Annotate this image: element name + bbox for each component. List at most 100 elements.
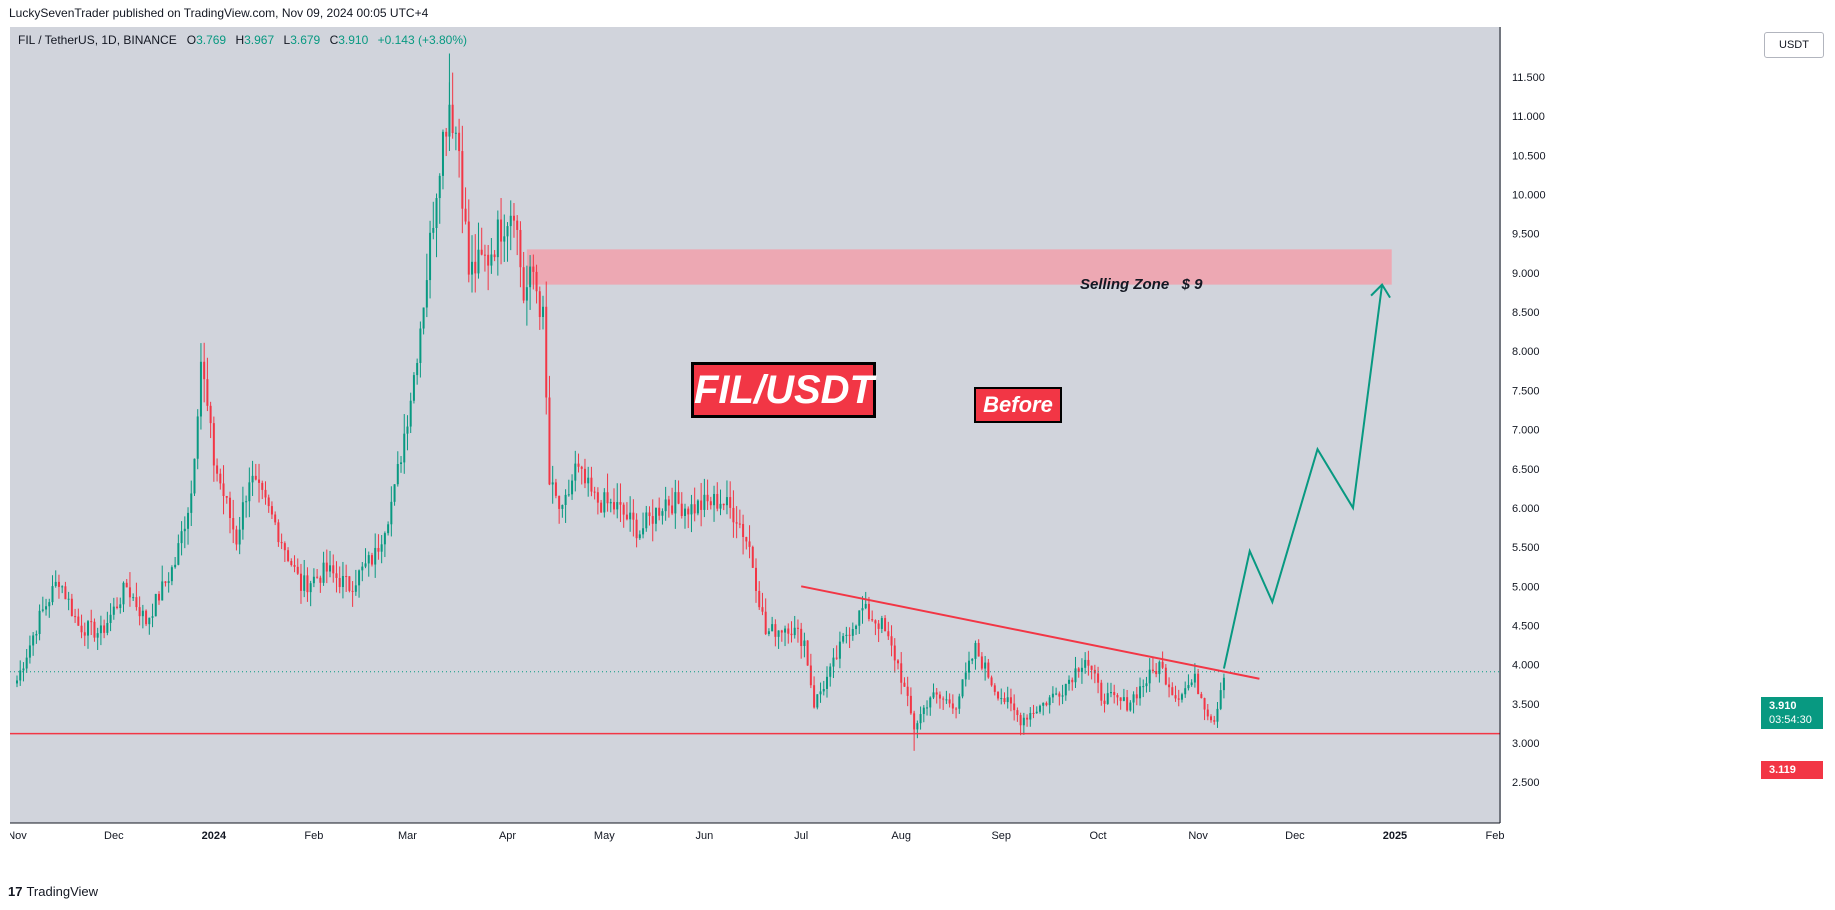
candle-body	[967, 660, 970, 673]
candle-body	[222, 483, 225, 496]
candle-body	[638, 534, 641, 539]
candle-body	[41, 609, 44, 611]
candle-body	[961, 679, 964, 697]
chart-pane[interactable]: 2.500 3.000 3.500 4.000 4.500 5.000 5.500 6.000…	[10, 27, 1760, 847]
candle-body	[1109, 692, 1112, 694]
candle-body	[713, 493, 716, 506]
price-tick-label: 6.000	[1512, 503, 1540, 515]
candle-body	[680, 503, 683, 516]
projection-path	[1222, 284, 1384, 669]
candle-body	[1087, 659, 1090, 666]
candle-body	[500, 219, 503, 242]
candle-body	[112, 606, 115, 615]
candle-body	[99, 625, 102, 634]
candle-body	[1106, 693, 1109, 704]
candle-body	[987, 662, 990, 678]
selling-zone-label: Selling Zone $ 9	[1080, 276, 1203, 293]
candle-body	[1222, 677, 1225, 691]
candle-body	[438, 175, 441, 199]
candle-body	[1090, 665, 1093, 670]
time-tick-label: May	[594, 830, 615, 842]
candle-body	[219, 473, 222, 484]
candle-body	[703, 494, 706, 510]
candle-body	[1009, 697, 1012, 704]
price-tick-label: 5.000	[1512, 581, 1540, 593]
candle-body	[577, 463, 580, 467]
candle-body	[122, 582, 125, 605]
candle-body	[838, 641, 841, 659]
candle-body	[645, 512, 648, 529]
current-price-tag: 3.910 03:54:30	[1761, 697, 1823, 729]
candle-body	[590, 477, 593, 492]
candle-body	[664, 499, 667, 512]
candle-body	[822, 688, 825, 692]
candle-body	[984, 662, 987, 669]
price-tick-label: 9.000	[1512, 268, 1540, 280]
candle-body	[1126, 697, 1129, 711]
candle-body	[93, 621, 96, 638]
candle-body	[80, 625, 83, 633]
candle-body	[174, 564, 177, 568]
candle-body	[926, 707, 929, 709]
candle-body	[919, 714, 922, 724]
candle-body	[70, 598, 73, 617]
candle-body	[554, 482, 557, 496]
candle-body	[119, 604, 122, 609]
candle-body	[1080, 667, 1083, 673]
time-axis-bg	[10, 823, 1760, 847]
candle-body	[754, 567, 758, 591]
candle-body	[299, 573, 302, 591]
candle-body	[270, 506, 273, 515]
candle-body	[425, 280, 428, 308]
support-price-tag: 3.119	[1761, 761, 1823, 779]
candle-body	[445, 131, 448, 137]
time-tick-label: Jul	[794, 830, 808, 842]
candle-body	[874, 620, 877, 624]
candle-body	[993, 685, 996, 692]
price-tick-label: 8.000	[1512, 346, 1540, 358]
candle-body	[1184, 688, 1187, 695]
candle-body	[512, 215, 515, 221]
candle-body	[325, 562, 328, 572]
candle-body	[616, 502, 619, 510]
candle-body	[1064, 683, 1067, 696]
price-tick-label: 11.000	[1512, 111, 1545, 123]
candle-body	[861, 608, 864, 611]
candle-body	[187, 512, 190, 529]
price-tick-label: 11.500	[1512, 72, 1545, 84]
candle-body	[293, 564, 296, 567]
candle-body	[516, 220, 519, 230]
candle-body	[151, 616, 154, 618]
candle-body	[813, 685, 816, 708]
candle-body	[280, 542, 283, 544]
candle-body	[464, 208, 467, 222]
footer-branding[interactable]: 17 TradingView	[8, 884, 98, 899]
time-tick-label: Nov	[1188, 830, 1208, 842]
time-tick-label: Dec	[104, 830, 124, 842]
candle-body	[1071, 679, 1074, 683]
candle-body	[1174, 695, 1177, 699]
price-chart[interactable]: 2.500 3.000 3.500 4.000 4.500 5.000 5.500 6.000…	[10, 27, 1760, 847]
time-tick-label: 2025	[1383, 830, 1407, 842]
candle-body	[154, 593, 157, 617]
candle-body	[180, 531, 183, 544]
candle-body	[228, 497, 231, 519]
time-tick-label: Apr	[499, 830, 516, 842]
candle-body	[1193, 673, 1196, 683]
candle-body	[858, 610, 861, 626]
candle-body	[903, 682, 906, 687]
candle-body	[684, 508, 687, 516]
candle-body	[909, 695, 912, 714]
candle-body	[880, 618, 883, 629]
candle-body	[964, 672, 967, 680]
open-label: O	[186, 33, 197, 47]
candle-body	[884, 618, 887, 632]
candle-body	[451, 104, 454, 134]
candle-body	[742, 523, 745, 538]
candle-body	[974, 642, 977, 659]
candle-body	[319, 577, 322, 583]
currency-selector[interactable]: USDT	[1764, 32, 1824, 58]
candle-body	[629, 512, 632, 520]
candle-body	[190, 493, 193, 513]
candle-body	[109, 614, 112, 623]
